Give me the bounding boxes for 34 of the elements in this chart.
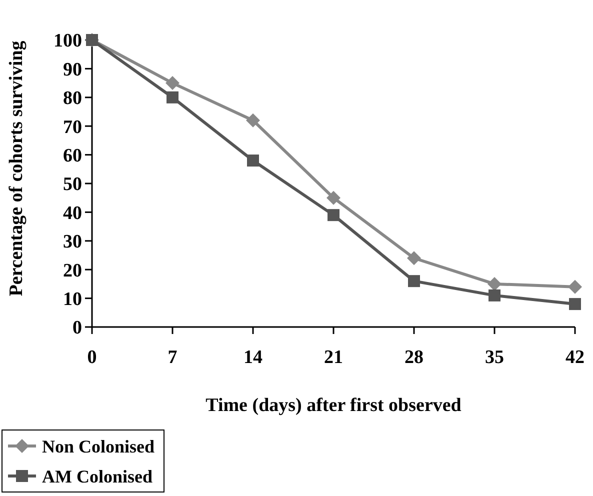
x-tick-label: 21 [324,347,343,368]
legend-label: Non Colonised [42,436,155,456]
point [569,298,581,310]
point [568,280,582,294]
x-axis-title: Time (days) after first observed [206,395,462,416]
point [246,113,260,128]
point [166,76,180,90]
y-tick-label: 70 [63,116,82,138]
x-tick-label: 7 [168,347,178,368]
x-tick-label: 28 [404,347,424,368]
legend-label: AM Colonised [42,466,153,486]
y-tick-label: 80 [63,88,82,110]
y-tick-label: 0 [72,318,82,339]
y-tick-label: 90 [63,59,82,80]
point [328,209,340,222]
point [407,251,421,266]
point [488,289,500,302]
x-tick-label: 14 [244,347,263,368]
point [488,276,502,291]
x-tick-label: 0 [87,347,97,368]
y-tick-label: 10 [63,288,82,310]
point [326,190,340,205]
point [247,154,259,167]
x-tick-label: 35 [485,347,504,368]
y-tick-label: 30 [63,232,82,253]
x-tick-label: 42 [566,347,584,368]
point [408,275,420,288]
point [166,91,178,104]
y-axis-title: Percentage of cohorts surviving [6,40,27,296]
y-tick-label: 20 [63,260,82,282]
y-tick-label: 60 [63,145,82,166]
y-tick-label: 100 [54,30,82,52]
y-tick-label: 50 [63,174,82,196]
y-tick-label: 40 [63,202,82,224]
